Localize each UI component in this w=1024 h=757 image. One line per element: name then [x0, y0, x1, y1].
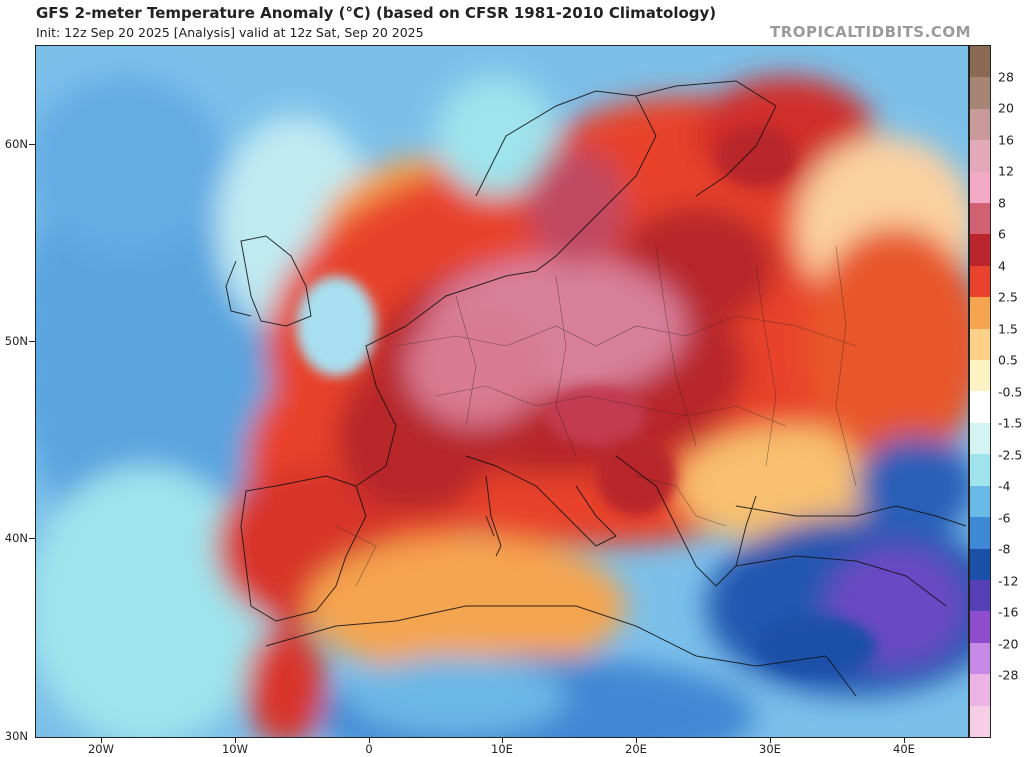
colorbar-label: 2.5: [998, 289, 1018, 305]
colorbar-segment: [970, 391, 990, 423]
anomaly-field: [36, 76, 968, 737]
lon-tick: [235, 738, 236, 743]
country-borders: [335, 245, 857, 587]
colorbar-segment: [970, 674, 990, 706]
colorbar-segment: [970, 422, 990, 455]
colorbar-segment: [970, 360, 990, 392]
colorbar-segment: [970, 485, 990, 518]
lon-label-10e: 10E: [491, 742, 513, 756]
lon-tick: [770, 738, 771, 743]
colorbar-segment: [970, 77, 990, 109]
colorbar-segment: [970, 108, 990, 141]
lon-label-20e: 20E: [625, 742, 647, 756]
lat-label-40n: 40N: [4, 531, 28, 545]
lon-tick: [101, 738, 102, 743]
colorbar-label: -2.5: [998, 447, 1023, 462]
colorbar-segment: [970, 454, 990, 486]
colorbar-label: 20: [998, 100, 1014, 116]
colorbar-segment: [970, 579, 990, 612]
colorbar-label: -1.5: [998, 415, 1023, 431]
colorbar-segment: [970, 140, 990, 172]
colorbar-segment: [970, 297, 990, 329]
colorbar-label: -8: [998, 541, 1011, 557]
colorbar-label: 16: [998, 132, 1014, 147]
colorbar-segment: [970, 705, 990, 737]
lon-label-20w: 20W: [87, 742, 115, 756]
map-canvas: [36, 46, 968, 737]
lon-label-10w: 10W: [221, 742, 249, 756]
colorbar-label: -12: [998, 573, 1019, 588]
colorbar-segment: [970, 46, 990, 78]
colorbar: [969, 45, 991, 738]
colorbar-segment: [970, 265, 990, 298]
colorbar-segment: [970, 517, 990, 549]
site-credit: TROPICALTIDBITS.COM: [770, 23, 971, 41]
colorbar-label: 0.5: [998, 352, 1018, 368]
colorbar-label: 1.5: [998, 321, 1018, 336]
lon-tick: [502, 738, 503, 743]
colorbar-label: -16: [998, 604, 1019, 620]
colorbar-label: -28: [998, 667, 1019, 683]
coastlines: [225, 80, 967, 697]
colorbar-segment: [970, 642, 990, 675]
colorbar-label: 4: [998, 258, 1006, 273]
colorbar-segment: [970, 548, 990, 580]
colorbar-segment: [970, 234, 990, 266]
valid-time-subtitle: Init: 12z Sep 20 2025 [Analysis] valid a…: [36, 25, 424, 40]
lat-label-60n: 60N: [4, 137, 28, 151]
lat-label-30n: 30N: [4, 729, 28, 743]
lon-label-0: 0: [365, 742, 373, 756]
lon-tick: [904, 738, 905, 743]
lon-tick: [369, 738, 370, 743]
colorbar-label: 12: [998, 163, 1014, 179]
colorbar-label: -0.5: [998, 384, 1023, 399]
anomaly-map[interactable]: [35, 45, 969, 738]
lon-label-40e: 40E: [893, 742, 915, 756]
lon-label-30e: 30E: [759, 742, 781, 756]
colorbar-segment: [970, 611, 990, 643]
lat-tick: [29, 144, 35, 145]
lat-label-50n: 50N: [4, 334, 28, 348]
colorbar-label: -6: [998, 510, 1011, 525]
colorbar-label: -4: [998, 478, 1011, 494]
colorbar-label: 8: [998, 195, 1006, 210]
lat-tick: [29, 341, 35, 342]
colorbar-segment: [970, 203, 990, 235]
lat-tick: [29, 538, 35, 539]
lon-tick: [636, 738, 637, 743]
colorbar-label: 28: [998, 69, 1014, 84]
colorbar-label: -20: [998, 636, 1019, 651]
colorbar-segment: [970, 171, 990, 204]
colorbar-segment: [970, 328, 990, 361]
page-title: GFS 2-meter Temperature Anomaly (°C) (ba…: [36, 4, 717, 22]
colorbar-label: 6: [998, 226, 1006, 242]
